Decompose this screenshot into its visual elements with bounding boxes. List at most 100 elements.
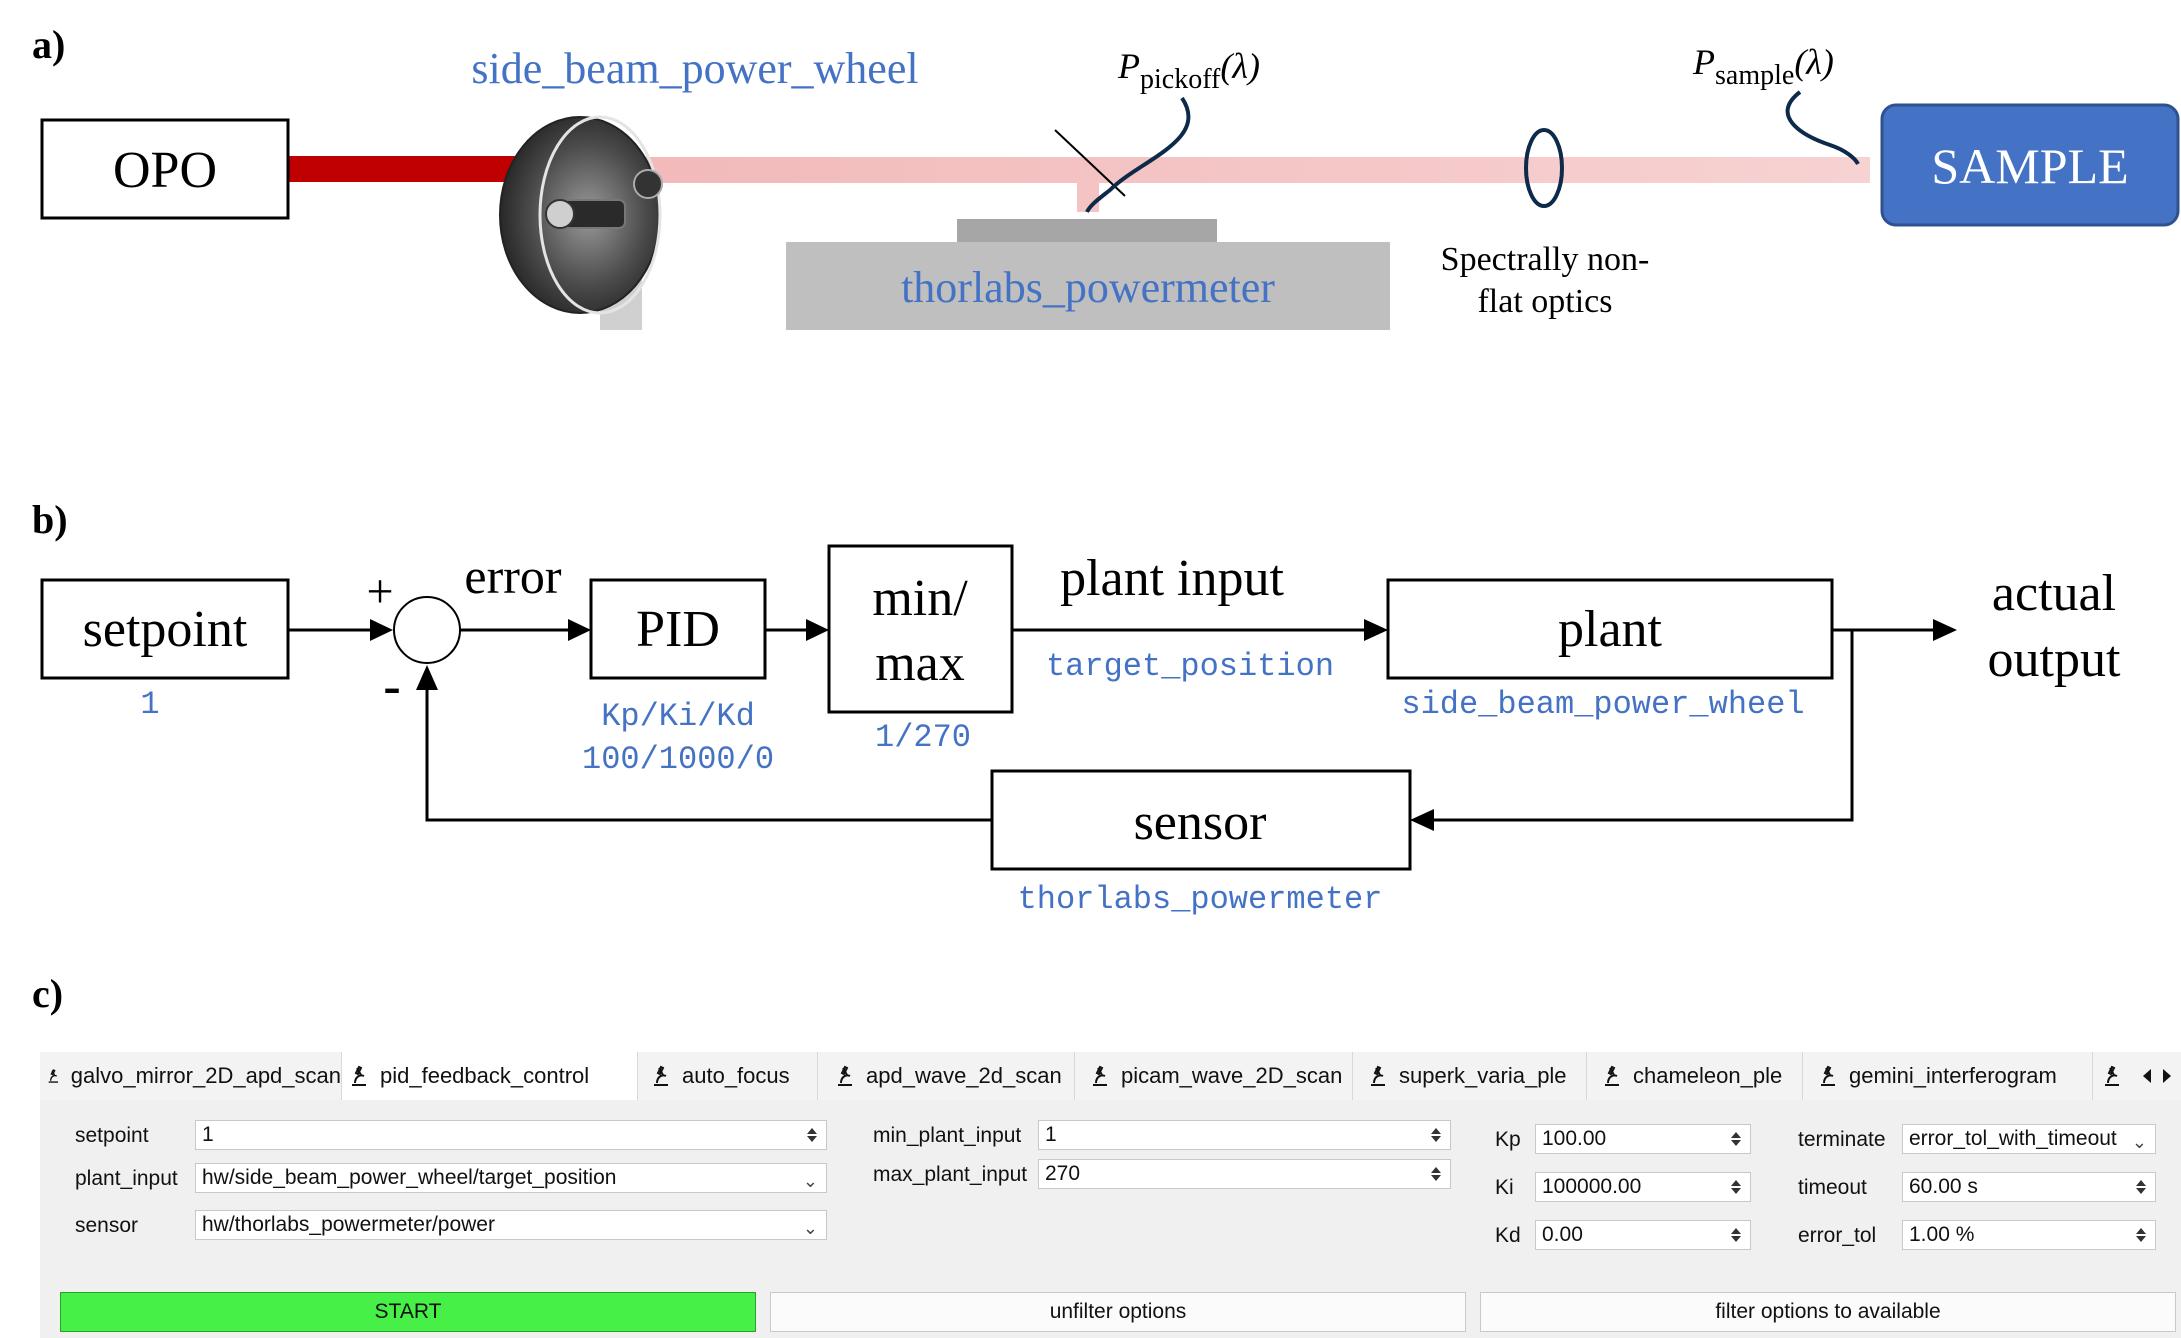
kp-label: Kp bbox=[1495, 1128, 1521, 1151]
microscope-icon bbox=[1821, 1065, 1835, 1086]
panel-label-a: a) bbox=[32, 22, 65, 67]
tab-label: superk_varia_ple bbox=[1399, 1063, 1567, 1088]
error-tol-label: error_tol bbox=[1798, 1224, 1877, 1247]
terminate-value: error_tol_with_timeout bbox=[1909, 1127, 2117, 1150]
spin-arrows-icon[interactable] bbox=[2129, 1175, 2153, 1199]
spin-arrows-icon[interactable] bbox=[1724, 1127, 1748, 1151]
max-plant-input-spinbox[interactable]: 270 bbox=[1038, 1159, 1451, 1189]
spin-arrows-icon[interactable] bbox=[800, 1123, 824, 1147]
spin-arrows-icon[interactable] bbox=[1424, 1162, 1448, 1186]
pid-params-label: Kp/Ki/Kd bbox=[601, 698, 755, 735]
tab-galvo-mirror-2d-apd-scan[interactable]: galvo_mirror_2D_apd_scan bbox=[40, 1052, 342, 1100]
minus-sign: - bbox=[383, 658, 400, 715]
tab-label: picam_wave_2D_scan bbox=[1121, 1063, 1343, 1088]
kp-spinbox[interactable]: 100.00 bbox=[1535, 1124, 1751, 1154]
sample-callout bbox=[1785, 90, 1860, 166]
pid-params-value: 100/1000/0 bbox=[582, 741, 774, 778]
arrowhead-sensor bbox=[1410, 809, 1434, 831]
minmax-value: 1/270 bbox=[875, 719, 971, 756]
tab-superk-varia-ple[interactable]: superk_varia_ple bbox=[1353, 1052, 1587, 1100]
panel-label-c: c) bbox=[32, 971, 63, 1016]
lens-icon bbox=[1524, 128, 1564, 208]
microscope-icon bbox=[1093, 1065, 1107, 1086]
terminate-select[interactable]: error_tol_with_timeout ⌄ bbox=[1902, 1124, 2156, 1154]
powermeter-body: thorlabs_powermeter bbox=[786, 219, 1390, 330]
setpoint-spinbox[interactable]: 1 bbox=[195, 1120, 827, 1150]
arrowhead-output bbox=[1933, 619, 1957, 641]
tab-pid-feedback-control[interactable]: pid_feedback_control bbox=[342, 1052, 638, 1101]
power-wheel-icon bbox=[499, 115, 663, 330]
minmax-label-1: min/ bbox=[872, 570, 968, 627]
tab-chameleon-ple[interactable]: chameleon_ple bbox=[1587, 1052, 1803, 1100]
tab-label: chameleon_ple bbox=[1633, 1063, 1783, 1088]
microscope-icon bbox=[1371, 1065, 1385, 1086]
tab-label: auto_focus bbox=[682, 1063, 790, 1088]
chevron-down-icon: ⌄ bbox=[802, 1218, 818, 1238]
max-plant-input-label: max_plant_input bbox=[873, 1163, 1028, 1186]
tab-overflow[interactable] bbox=[2093, 1052, 2133, 1100]
spin-arrows-icon[interactable] bbox=[1424, 1123, 1448, 1147]
sensor-value: hw/thorlabs_powermeter/power bbox=[202, 1213, 495, 1236]
feedback-to-sensor bbox=[1432, 630, 1854, 822]
timeout-label: timeout bbox=[1798, 1176, 1867, 1199]
microscope-icon bbox=[48, 1069, 59, 1083]
chevron-left-icon bbox=[2143, 1069, 2151, 1083]
chevron-down-icon: ⌄ bbox=[2131, 1132, 2147, 1152]
sensor-select[interactable]: hw/thorlabs_powermeter/power ⌄ bbox=[195, 1210, 827, 1240]
tab-scroll-left-button[interactable] bbox=[2138, 1064, 2156, 1088]
spin-arrows-icon[interactable] bbox=[1724, 1223, 1748, 1247]
terminate-label: terminate bbox=[1798, 1128, 1886, 1151]
tab-scroll-right-button[interactable] bbox=[2158, 1064, 2176, 1088]
plant-input-select[interactable]: hw/side_beam_power_wheel/target_position… bbox=[195, 1163, 827, 1193]
kp-value: 100.00 bbox=[1542, 1127, 1607, 1150]
summing-junction bbox=[393, 596, 461, 664]
min-plant-input-spinbox[interactable]: 1 bbox=[1038, 1120, 1451, 1150]
arrowhead-sum-in bbox=[370, 619, 393, 641]
unfilter-options-button[interactable]: unfilter options bbox=[770, 1292, 1466, 1332]
spin-arrows-icon[interactable] bbox=[2129, 1223, 2153, 1247]
opo-label: OPO bbox=[113, 142, 217, 199]
ki-label: Ki bbox=[1495, 1176, 1514, 1199]
tab-auto-focus[interactable]: auto_focus bbox=[638, 1052, 818, 1100]
pid-box bbox=[589, 578, 767, 680]
arrowhead-minmax bbox=[806, 619, 829, 641]
timeout-spinbox[interactable]: 60.00 s bbox=[1902, 1172, 2156, 1202]
actual-output-label-2: output bbox=[1988, 631, 2121, 688]
tab-gemini-interferogram[interactable]: gemini_interferogram bbox=[1803, 1052, 2093, 1100]
sensor-label: sensor bbox=[75, 1214, 139, 1237]
sensor-box bbox=[990, 769, 1412, 871]
error-label: error bbox=[464, 548, 561, 604]
panel-label-b: b) bbox=[32, 497, 68, 542]
plant-box bbox=[1386, 578, 1834, 680]
kd-spinbox[interactable]: 0.00 bbox=[1535, 1220, 1751, 1250]
error-tol-spinbox[interactable]: 1.00 % bbox=[1902, 1220, 2156, 1250]
setpoint-value: 1 bbox=[202, 1123, 214, 1146]
start-button[interactable]: START bbox=[60, 1292, 756, 1332]
sample-power-label: Psample(λ) bbox=[1692, 42, 1834, 91]
sensor-label: sensor bbox=[1134, 794, 1267, 851]
filter-options-button[interactable]: filter options to available bbox=[1480, 1292, 2176, 1332]
sensor-value: thorlabs_powermeter bbox=[1018, 881, 1383, 918]
spin-arrows-icon[interactable] bbox=[1724, 1175, 1748, 1199]
arrowhead-pid bbox=[568, 619, 591, 641]
wheel-label: side_beam_power_wheel bbox=[471, 44, 918, 93]
arrowhead-plant bbox=[1364, 619, 1388, 641]
microscope-icon bbox=[2105, 1065, 2119, 1086]
plant-input-label: plant_input bbox=[75, 1167, 178, 1190]
tab-picam-wave-2d-scan[interactable]: picam_wave_2D_scan bbox=[1075, 1052, 1353, 1100]
setpoint-box bbox=[40, 578, 290, 680]
laser-beam bbox=[288, 156, 530, 182]
tab-label: gemini_interferogram bbox=[1849, 1063, 2057, 1088]
plant-label: plant bbox=[1558, 601, 1663, 658]
ki-spinbox[interactable]: 100000.00 bbox=[1535, 1172, 1751, 1202]
microscope-icon bbox=[1605, 1065, 1619, 1086]
minmax-label-2: max bbox=[875, 635, 965, 692]
tab-label: galvo_mirror_2D_apd_scan bbox=[70, 1063, 341, 1088]
attenuated-beam bbox=[570, 157, 1870, 183]
plant-value: side_beam_power_wheel bbox=[1401, 686, 1804, 723]
sample-box: SAMPLE bbox=[1880, 103, 2180, 227]
chevron-down-icon: ⌄ bbox=[802, 1171, 818, 1191]
error-tol-value: 1.00 % bbox=[1909, 1223, 1975, 1246]
min-plant-input-label: min_plant_input bbox=[873, 1124, 1022, 1147]
tab-apd-wave-2d-scan[interactable]: apd_wave_2d_scan bbox=[818, 1052, 1075, 1100]
